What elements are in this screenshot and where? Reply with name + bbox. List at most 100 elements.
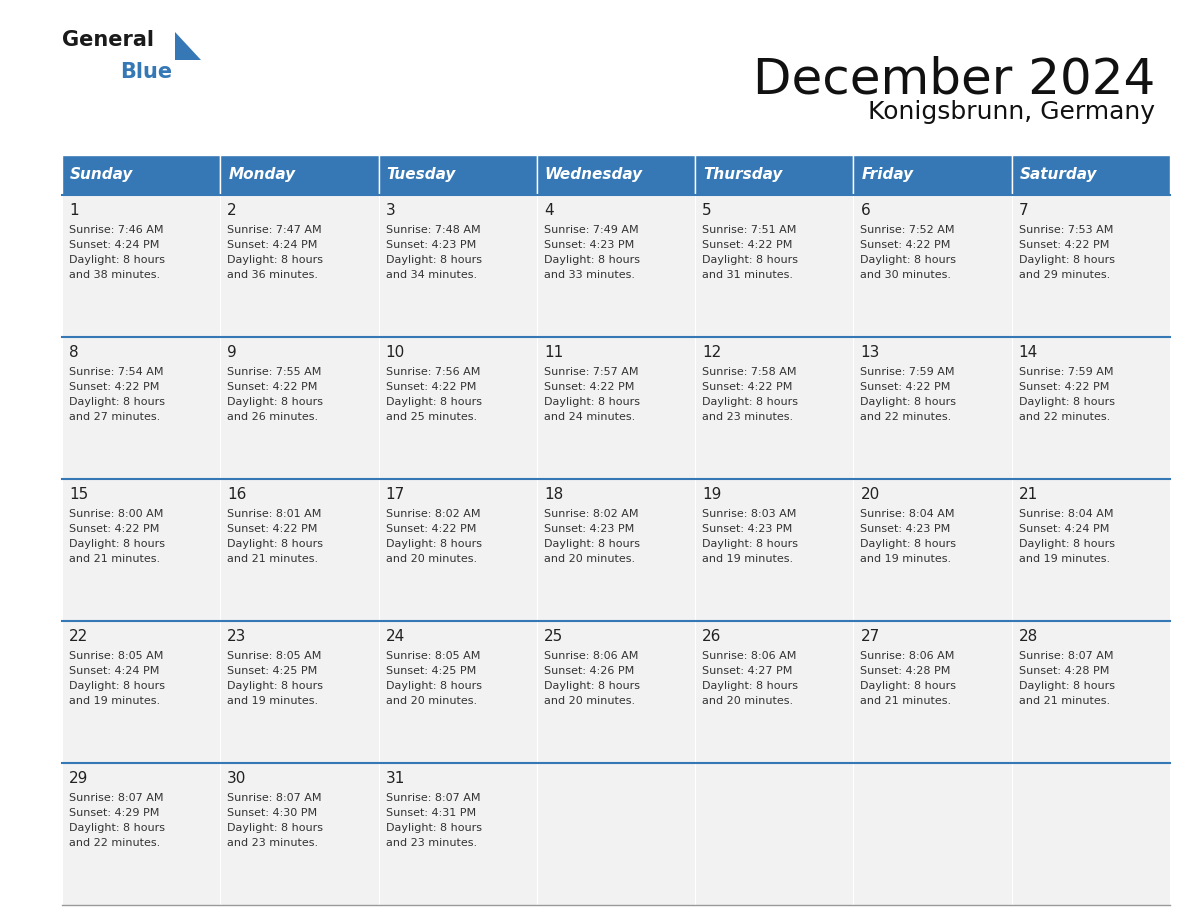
Text: 20: 20 [860,487,879,502]
Text: 1: 1 [69,203,78,218]
Text: Sunrise: 8:06 AM: Sunrise: 8:06 AM [544,651,638,661]
Text: Daylight: 8 hours: Daylight: 8 hours [227,255,323,265]
Text: Sunrise: 7:56 AM: Sunrise: 7:56 AM [386,367,480,377]
Text: and 20 minutes.: and 20 minutes. [544,696,634,706]
Text: Sunset: 4:22 PM: Sunset: 4:22 PM [227,382,317,392]
Text: 11: 11 [544,345,563,360]
Bar [1012,479,1170,621]
Text: Sunset: 4:24 PM: Sunset: 4:24 PM [69,666,159,676]
Bar [62,621,220,763]
Text: and 29 minutes.: and 29 minutes. [1019,270,1110,280]
Text: Daylight: 8 hours: Daylight: 8 hours [702,539,798,549]
Text: 3: 3 [386,203,396,218]
Text: Sunset: 4:27 PM: Sunset: 4:27 PM [702,666,792,676]
Text: Sunset: 4:22 PM: Sunset: 4:22 PM [860,240,950,250]
Text: Daylight: 8 hours: Daylight: 8 hours [386,255,481,265]
Text: Daylight: 8 hours: Daylight: 8 hours [702,255,798,265]
Text: and 23 minutes.: and 23 minutes. [702,412,794,422]
Text: Daylight: 8 hours: Daylight: 8 hours [702,397,798,407]
Text: Sunset: 4:22 PM: Sunset: 4:22 PM [860,382,950,392]
Text: Daylight: 8 hours: Daylight: 8 hours [227,539,323,549]
Text: 2: 2 [227,203,236,218]
Text: Thursday: Thursday [703,167,783,183]
Text: Sunrise: 8:05 AM: Sunrise: 8:05 AM [227,651,322,661]
Bar [379,479,537,621]
Text: Sunset: 4:26 PM: Sunset: 4:26 PM [544,666,634,676]
Text: Sunrise: 7:48 AM: Sunrise: 7:48 AM [386,225,480,235]
Bar [853,195,1012,337]
Text: 15: 15 [69,487,88,502]
Text: Konigsbrunn, Germany: Konigsbrunn, Germany [868,100,1155,124]
Text: Sunset: 4:24 PM: Sunset: 4:24 PM [227,240,317,250]
Bar [537,195,695,337]
Text: Friday: Friday [861,167,914,183]
Text: Sunrise: 8:06 AM: Sunrise: 8:06 AM [860,651,955,661]
Text: Daylight: 8 hours: Daylight: 8 hours [1019,397,1114,407]
Text: Sunset: 4:22 PM: Sunset: 4:22 PM [69,382,159,392]
Text: Sunrise: 8:00 AM: Sunrise: 8:00 AM [69,509,164,519]
Text: Sunset: 4:22 PM: Sunset: 4:22 PM [1019,382,1110,392]
Text: 7: 7 [1019,203,1029,218]
Bar [379,155,537,195]
Text: Daylight: 8 hours: Daylight: 8 hours [860,681,956,691]
Text: Sunrise: 7:49 AM: Sunrise: 7:49 AM [544,225,638,235]
Text: Sunset: 4:25 PM: Sunset: 4:25 PM [227,666,317,676]
Text: and 27 minutes.: and 27 minutes. [69,412,160,422]
Text: Daylight: 8 hours: Daylight: 8 hours [386,681,481,691]
Text: 23: 23 [227,629,247,644]
Text: Sunrise: 8:04 AM: Sunrise: 8:04 AM [860,509,955,519]
Bar [537,155,695,195]
Text: Daylight: 8 hours: Daylight: 8 hours [860,539,956,549]
Text: and 34 minutes.: and 34 minutes. [386,270,476,280]
Text: Sunrise: 8:06 AM: Sunrise: 8:06 AM [702,651,796,661]
Text: 12: 12 [702,345,721,360]
Text: and 30 minutes.: and 30 minutes. [860,270,952,280]
Text: and 19 minutes.: and 19 minutes. [69,696,160,706]
Polygon shape [175,32,201,60]
Bar [62,155,220,195]
Text: and 31 minutes.: and 31 minutes. [702,270,794,280]
Text: Sunset: 4:22 PM: Sunset: 4:22 PM [69,524,159,534]
Text: Sunrise: 8:07 AM: Sunrise: 8:07 AM [386,793,480,803]
Text: 21: 21 [1019,487,1038,502]
Text: Daylight: 8 hours: Daylight: 8 hours [1019,539,1114,549]
Text: Sunset: 4:22 PM: Sunset: 4:22 PM [227,524,317,534]
Text: Daylight: 8 hours: Daylight: 8 hours [69,823,165,833]
Bar [379,621,537,763]
Text: 27: 27 [860,629,879,644]
Bar [1012,337,1170,479]
Bar [62,763,220,905]
Text: and 21 minutes.: and 21 minutes. [227,554,318,564]
Text: Sunset: 4:22 PM: Sunset: 4:22 PM [386,524,476,534]
Bar [695,155,853,195]
Text: Sunrise: 7:46 AM: Sunrise: 7:46 AM [69,225,164,235]
Text: Daylight: 8 hours: Daylight: 8 hours [69,681,165,691]
Text: Sunrise: 8:07 AM: Sunrise: 8:07 AM [69,793,164,803]
Text: Sunrise: 8:07 AM: Sunrise: 8:07 AM [1019,651,1113,661]
Text: and 22 minutes.: and 22 minutes. [860,412,952,422]
Text: Sunset: 4:29 PM: Sunset: 4:29 PM [69,808,159,818]
Bar [853,621,1012,763]
Text: Sunrise: 8:05 AM: Sunrise: 8:05 AM [386,651,480,661]
Text: Daylight: 8 hours: Daylight: 8 hours [227,397,323,407]
Bar [695,621,853,763]
Bar [379,763,537,905]
Bar [537,479,695,621]
Text: Sunrise: 8:01 AM: Sunrise: 8:01 AM [227,509,322,519]
Text: 25: 25 [544,629,563,644]
Text: Daylight: 8 hours: Daylight: 8 hours [702,681,798,691]
Text: 4: 4 [544,203,554,218]
Text: Sunset: 4:23 PM: Sunset: 4:23 PM [544,240,634,250]
Bar [62,337,220,479]
Text: Sunset: 4:23 PM: Sunset: 4:23 PM [860,524,950,534]
Text: 19: 19 [702,487,721,502]
Bar [1012,195,1170,337]
Text: Sunrise: 7:51 AM: Sunrise: 7:51 AM [702,225,796,235]
Text: Sunset: 4:22 PM: Sunset: 4:22 PM [544,382,634,392]
Text: Daylight: 8 hours: Daylight: 8 hours [227,681,323,691]
Text: Daylight: 8 hours: Daylight: 8 hours [544,397,640,407]
Text: Sunset: 4:31 PM: Sunset: 4:31 PM [386,808,475,818]
Text: 31: 31 [386,771,405,786]
Text: 16: 16 [227,487,247,502]
Text: Daylight: 8 hours: Daylight: 8 hours [1019,255,1114,265]
